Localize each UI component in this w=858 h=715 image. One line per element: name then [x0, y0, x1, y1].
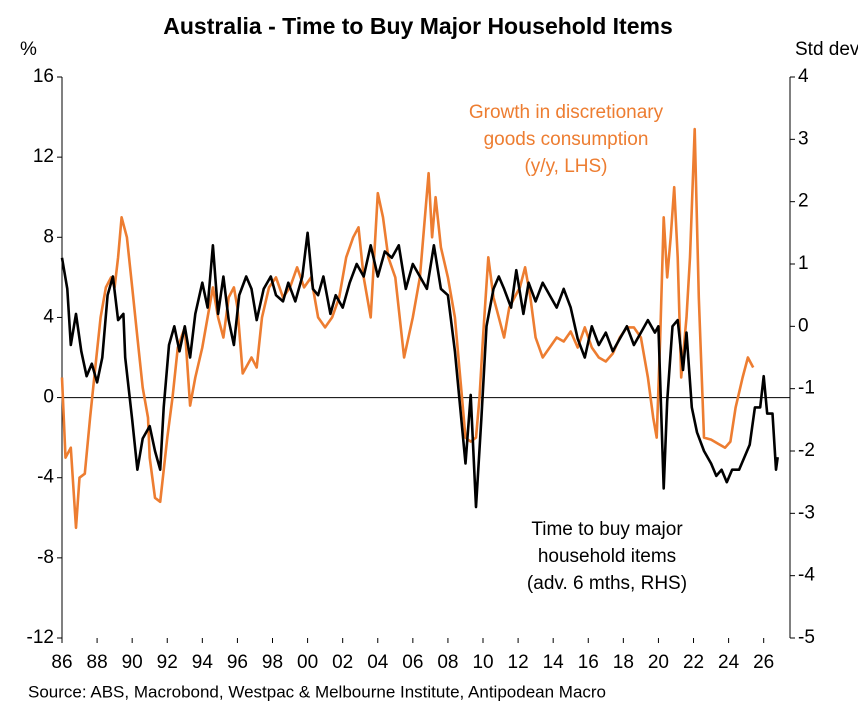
annotation: goods consumption: [484, 129, 649, 150]
annotation: household items: [538, 546, 676, 567]
source: Source: ABS, Macrobond, Westpac & Melbou…: [28, 682, 606, 701]
x-tick-label: 96: [227, 652, 248, 673]
y-axis-label: %: [20, 39, 37, 60]
y-tick-label: -4: [37, 467, 54, 488]
x-tick-label: 22: [683, 652, 704, 673]
y2-tick-label: -1: [798, 378, 815, 399]
y-tick-label: 4: [43, 306, 54, 327]
series-line: [60, 231, 779, 509]
x-tick-label: 92: [157, 652, 178, 673]
y-tick-label: 16: [33, 66, 54, 87]
y2-tick-label: -3: [798, 502, 815, 523]
x-tick-label: 06: [402, 652, 423, 673]
x-tick-label: 18: [613, 652, 634, 673]
y2-tick-label: 4: [798, 66, 809, 87]
annotation: (y/y, LHS): [524, 156, 607, 177]
x-tick-label: 86: [51, 652, 72, 673]
y2-tick-label: 0: [798, 315, 809, 336]
y2-tick-label: 2: [798, 191, 809, 212]
annotation: Time to buy major: [531, 519, 683, 540]
x-tick-label: 24: [718, 652, 740, 673]
annotation: Growth in discretionary: [469, 102, 664, 123]
x-tick-label: 00: [297, 652, 318, 673]
y-tick-label: -8: [37, 547, 54, 568]
y-tick-label: 12: [33, 146, 54, 167]
x-tick-label: 08: [437, 652, 458, 673]
series-line: [60, 127, 755, 530]
x-tick-label: 14: [543, 652, 565, 673]
x-tick-label: 26: [753, 652, 774, 673]
y2-tick-label: -5: [798, 627, 815, 648]
x-tick-label: 12: [508, 652, 529, 673]
y-tick-label: -12: [27, 627, 54, 648]
x-tick-label: 20: [648, 652, 669, 673]
x-tick-label: 88: [87, 652, 108, 673]
y-tick-label: 8: [43, 226, 54, 247]
y2-axis-label: Std dev: [795, 39, 858, 60]
y2-tick-label: -4: [798, 565, 815, 586]
y2-tick-label: -2: [798, 440, 815, 461]
x-tick-label: 10: [472, 652, 493, 673]
chart-title: Australia - Time to Buy Major Household …: [163, 13, 673, 39]
x-tick-label: 90: [122, 652, 143, 673]
x-tick-label: 04: [367, 652, 389, 673]
x-tick-label: 98: [262, 652, 283, 673]
y2-tick-label: 1: [798, 253, 809, 274]
x-tick-label: 94: [192, 652, 214, 673]
y-tick-label: 0: [43, 387, 54, 408]
y2-tick-label: 3: [798, 128, 809, 149]
x-tick-label: 16: [578, 652, 599, 673]
x-tick-label: 02: [332, 652, 353, 673]
annotation: (adv. 6 mths, RHS): [527, 573, 687, 594]
